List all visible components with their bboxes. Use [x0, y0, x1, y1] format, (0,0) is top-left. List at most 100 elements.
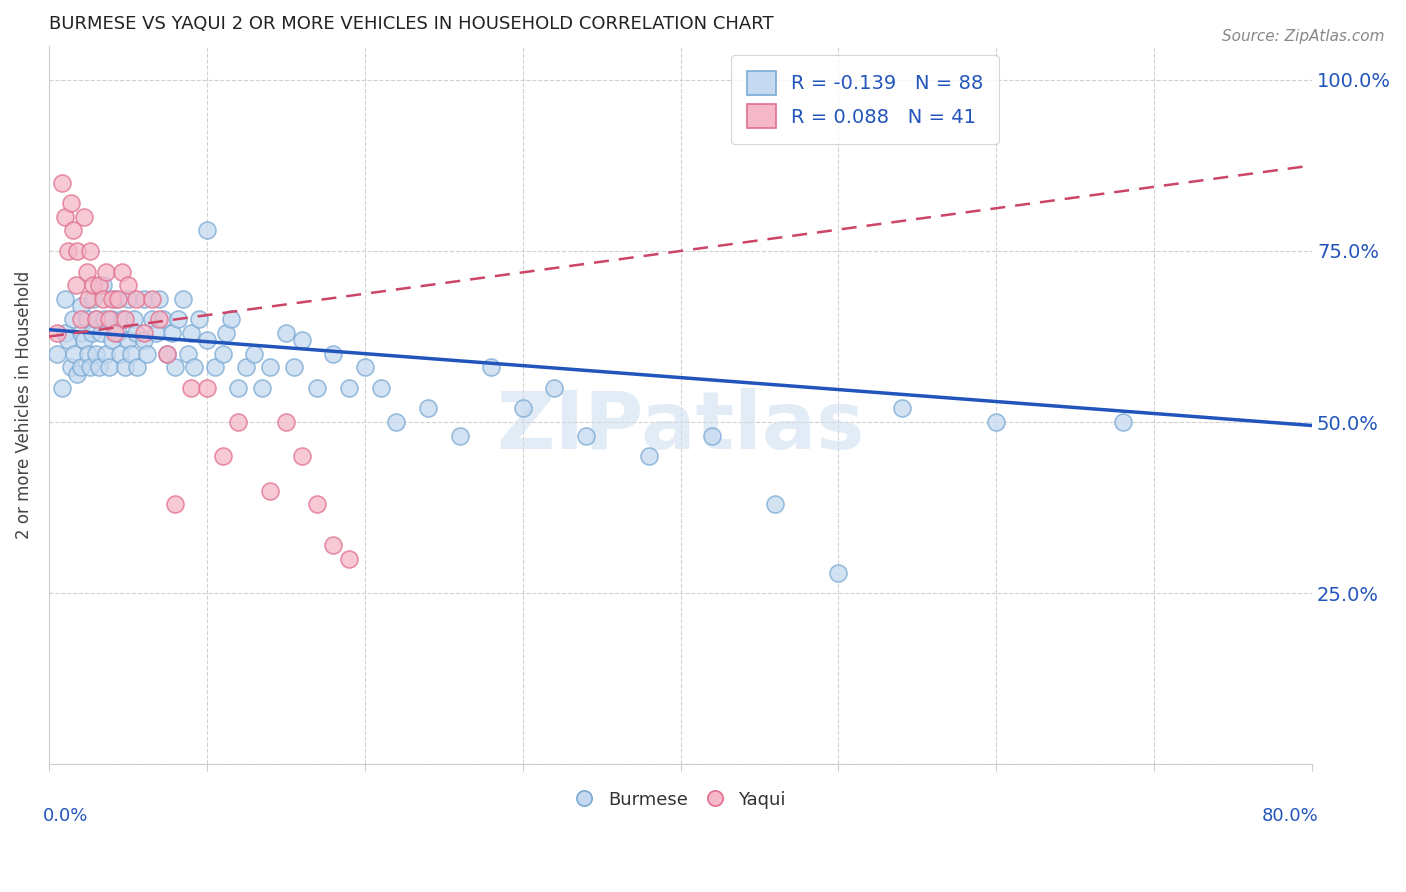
Point	[156, 346, 179, 360]
Point	[235, 360, 257, 375]
Point	[141, 292, 163, 306]
Point	[91, 278, 114, 293]
Point	[274, 326, 297, 340]
Point	[65, 278, 87, 293]
Point	[45, 346, 67, 360]
Point	[110, 312, 132, 326]
Point	[91, 292, 114, 306]
Point	[228, 381, 250, 395]
Point	[77, 346, 100, 360]
Point	[125, 292, 148, 306]
Point	[98, 312, 121, 326]
Y-axis label: 2 or more Vehicles in Household: 2 or more Vehicles in Household	[15, 271, 32, 539]
Point	[69, 326, 91, 340]
Point	[337, 552, 360, 566]
Point	[79, 244, 101, 258]
Point	[204, 360, 226, 375]
Point	[763, 497, 786, 511]
Point	[259, 483, 281, 498]
Point	[51, 381, 73, 395]
Point	[90, 326, 112, 340]
Text: Source: ZipAtlas.com: Source: ZipAtlas.com	[1222, 29, 1385, 44]
Point	[283, 360, 305, 375]
Point	[107, 292, 129, 306]
Point	[986, 415, 1008, 429]
Point	[107, 326, 129, 340]
Point	[101, 333, 124, 347]
Point	[307, 497, 329, 511]
Point	[307, 381, 329, 395]
Point	[827, 566, 849, 580]
Point	[479, 360, 502, 375]
Point	[274, 415, 297, 429]
Legend: Burmese, Yaqui: Burmese, Yaqui	[568, 783, 793, 816]
Text: ZIPatlas: ZIPatlas	[496, 387, 865, 466]
Point	[101, 292, 124, 306]
Point	[108, 346, 131, 360]
Point	[117, 292, 139, 306]
Point	[180, 381, 202, 395]
Point	[62, 223, 84, 237]
Point	[51, 176, 73, 190]
Point	[148, 312, 170, 326]
Point	[117, 278, 139, 293]
Point	[53, 292, 76, 306]
Point	[215, 326, 238, 340]
Point	[80, 326, 103, 340]
Point	[76, 264, 98, 278]
Point	[69, 312, 91, 326]
Point	[66, 367, 89, 381]
Point	[104, 292, 127, 306]
Point	[86, 312, 108, 326]
Point	[82, 292, 104, 306]
Point	[132, 326, 155, 340]
Point	[89, 278, 111, 293]
Point	[259, 360, 281, 375]
Point	[145, 326, 167, 340]
Point	[76, 312, 98, 326]
Point	[416, 401, 439, 416]
Point	[219, 312, 242, 326]
Point	[172, 292, 194, 306]
Point	[98, 360, 121, 375]
Point	[449, 429, 471, 443]
Point	[1111, 415, 1133, 429]
Point	[152, 312, 174, 326]
Point	[66, 244, 89, 258]
Point	[60, 360, 83, 375]
Point	[890, 401, 912, 416]
Point	[56, 333, 79, 347]
Point	[53, 210, 76, 224]
Point	[250, 381, 273, 395]
Point	[73, 210, 96, 224]
Point	[110, 264, 132, 278]
Point	[167, 312, 190, 326]
Point	[211, 450, 233, 464]
Point	[127, 360, 149, 375]
Point	[195, 223, 218, 237]
Point	[120, 346, 142, 360]
Point	[132, 333, 155, 347]
Point	[291, 450, 314, 464]
Point	[82, 278, 104, 293]
Point	[79, 360, 101, 375]
Point	[63, 346, 86, 360]
Point	[183, 360, 205, 375]
Point	[353, 360, 375, 375]
Point	[117, 333, 139, 347]
Point	[700, 429, 723, 443]
Point	[188, 312, 211, 326]
Point	[94, 346, 117, 360]
Point	[56, 244, 79, 258]
Point	[114, 360, 136, 375]
Point	[132, 292, 155, 306]
Point	[69, 360, 91, 375]
Point	[69, 299, 91, 313]
Point	[638, 450, 661, 464]
Point	[180, 326, 202, 340]
Point	[291, 333, 314, 347]
Point	[53, 326, 76, 340]
Point	[512, 401, 534, 416]
Point	[243, 346, 266, 360]
Point	[45, 326, 67, 340]
